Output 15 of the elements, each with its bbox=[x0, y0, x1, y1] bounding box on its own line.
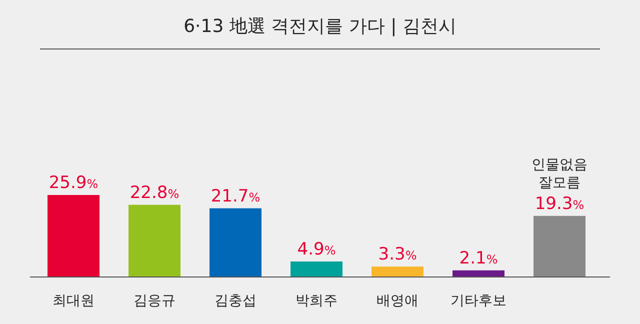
x-tick-label: 기타후보 bbox=[450, 293, 506, 309]
x-tick-label: 김충섭 bbox=[214, 293, 256, 309]
data-label: 4.9% bbox=[297, 239, 336, 260]
data-label: 3.3% bbox=[378, 244, 417, 265]
data-label: 19.3% bbox=[534, 194, 584, 214]
chart-title: 6·13 地選 격전지를 가다 | 김천시 bbox=[184, 16, 456, 37]
x-tick-label: 인물없음 잘모름 bbox=[532, 156, 588, 191]
data-label: 25.9% bbox=[48, 173, 98, 193]
data-label: 2.1% bbox=[459, 248, 498, 268]
data-label: 21.7% bbox=[210, 186, 260, 206]
x-tick-label: 배영애 bbox=[376, 293, 418, 309]
x-tick-label: 최대원 bbox=[52, 293, 94, 309]
data-label: 22.8% bbox=[130, 182, 180, 203]
x-tick-label: 김응규 bbox=[134, 293, 176, 309]
x-tick-label: 박희주 bbox=[296, 293, 338, 309]
